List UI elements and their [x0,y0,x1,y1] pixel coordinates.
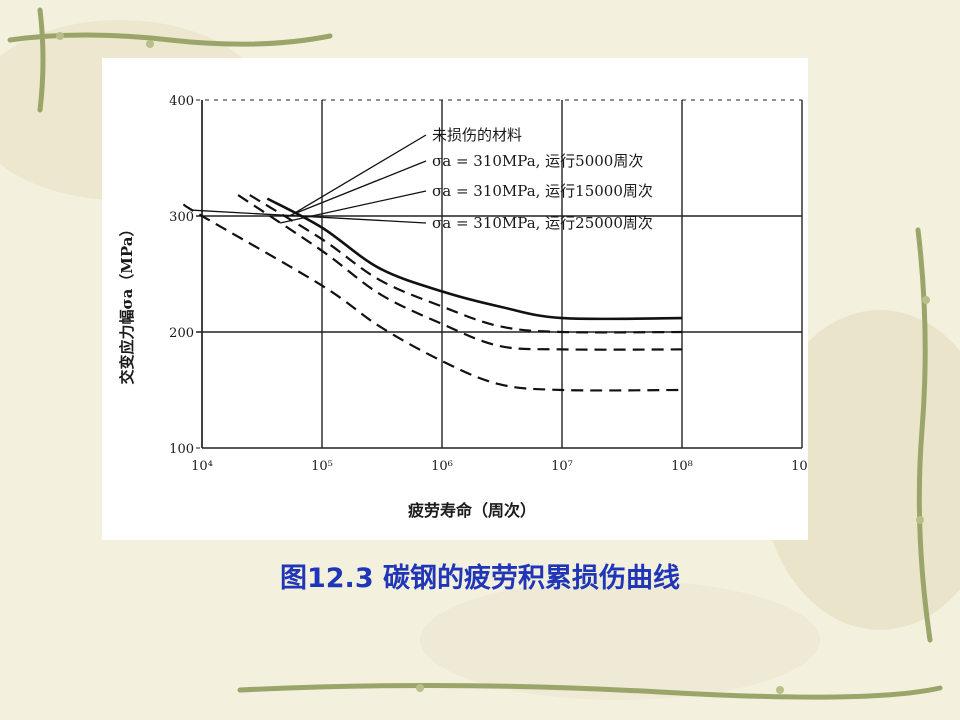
x-tick-label: 10⁸ [671,459,693,474]
series-line [237,194,683,351]
x-tick-label: 10⁵ [311,459,333,474]
y-tick-label: 100 [169,442,194,457]
series-label: σa = 310MPa, 运行25000周次 [432,214,653,232]
series-label: σa = 310MPa, 运行5000周次 [432,152,643,170]
series-line [182,203,683,392]
fatigue-chart: 10⁴ 10⁵ 10⁶ 10⁷ 10⁸ 10⁹ 100 200 300 400 未损伤的材料 σa … [118,94,808,520]
x-axis-label: 疲劳寿命（周次） [408,501,536,520]
series-leader-line [279,190,427,224]
chart-annotations: 未损伤的材料 σa = 310MPa, 运行5000周次 σa = 310MPa, … [192,126,653,232]
x-tick-label: 10⁷ [551,459,573,474]
x-tick-label: 10⁴ [191,459,213,474]
series-line [249,194,683,334]
x-tick-label: 10⁶ [431,459,453,474]
chart-series [182,194,683,392]
y-tick-label: 300 [169,210,194,225]
series-leader-line [294,134,427,214]
chart-ticks: 10⁴ 10⁵ 10⁶ 10⁷ 10⁸ 10⁹ 100 200 300 400 [169,94,808,474]
chart-grid [196,99,803,449]
series-leader-line [285,160,427,218]
slide-caption: 图12.3 碳钢的疲劳积累损伤曲线 [279,563,681,594]
x-tick-label: 10⁹ [791,459,808,474]
series-label: 未损伤的材料 [432,126,522,144]
y-tick-label: 400 [169,94,194,109]
series-leader-line [192,209,427,224]
y-tick-label: 200 [169,326,194,341]
series-label: σa = 310MPa, 运行15000周次 [432,182,653,200]
chart-panel: 10⁴ 10⁵ 10⁶ 10⁷ 10⁸ 10⁹ 100 200 300 400 未损伤的材料 σa … [102,58,808,540]
series-line [266,197,683,321]
y-axis-label: 交变应力幅σa（MPa） [118,222,136,385]
